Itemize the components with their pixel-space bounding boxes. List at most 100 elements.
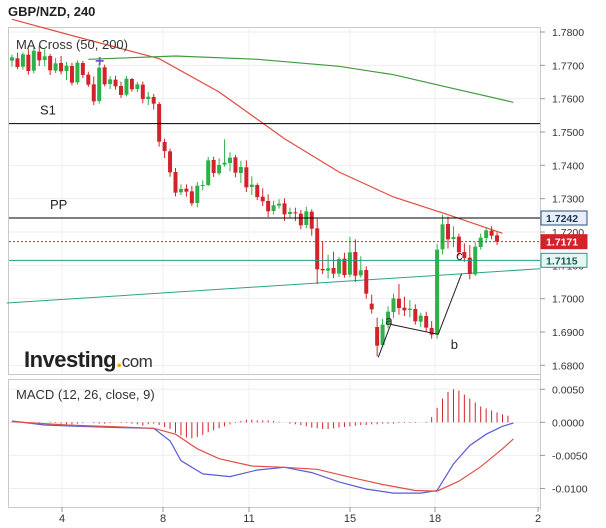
candle-body [157,104,162,142]
candle-body [233,157,238,173]
candle-body [59,63,64,72]
candle-body [347,252,352,275]
abc-pattern-line [437,273,463,335]
candle-body [467,257,472,274]
price-axis-label: 1.6900 [552,327,584,339]
candle-body [37,51,42,61]
candle-body [238,167,243,173]
candle-body [320,269,325,271]
candle-body [244,167,249,188]
candle-body [206,160,211,185]
pattern-label-a: a [385,313,393,328]
candle-body [200,185,205,186]
candle-body [108,79,113,84]
candle-body [255,185,260,197]
candle-body [26,54,31,71]
candle-body [364,270,369,294]
candle-body [146,96,151,99]
x-axis-label: 18 [429,513,441,525]
pattern-label-b: b [451,337,458,352]
price-marker-label: 1.7171 [546,237,578,249]
price-axis-label: 1.6800 [552,360,584,372]
candle-body [407,308,412,310]
macd-axis-label: -0.0050 [552,450,588,462]
candle-body [113,79,118,87]
candle-body [391,298,396,312]
candle-body [75,62,80,83]
price-axis-label: 1.7000 [552,294,584,306]
price-axis-label: 1.7700 [552,60,584,72]
macd-line [11,420,514,494]
candle-body [435,249,440,335]
candle-body [91,84,96,102]
candle-body [162,142,167,151]
price-marker-label: 1.7115 [546,255,578,267]
candle-body [484,230,489,238]
candle-body [189,191,194,204]
candle-body [298,213,303,226]
candle-body [375,327,380,346]
candle-body [446,224,450,240]
price-axis-label: 1.7600 [552,94,584,106]
candle-body [418,315,423,322]
candle-body [277,203,282,206]
candle-body [140,84,145,99]
candle-body [451,237,456,239]
brand-suffix: com [121,352,153,371]
candle-body [266,201,271,212]
candle-body [260,196,265,202]
candle-body [151,97,156,104]
candle-body [489,230,494,236]
candle-body [10,57,14,61]
candle-body [287,212,292,214]
candle-body [337,259,341,274]
candle-body [331,268,336,274]
ma-cross-marker-icon: + [95,53,104,70]
macd-axis-label: 0.0050 [552,384,584,396]
candle-body [342,258,347,275]
x-axis-label: 15 [344,513,356,525]
price-axis-label: 1.7800 [552,27,584,39]
candle-body [184,188,189,192]
price-axis-label: 1.7300 [552,194,584,206]
pattern-label-c: c [456,248,463,263]
candle-body [15,58,20,67]
candle-body [31,50,36,71]
candle-body [119,86,123,95]
candle-body [386,311,391,325]
candle-body [135,84,140,89]
macd-label: MACD (12, 26, close, 9) [16,387,155,402]
candle-body [53,63,58,71]
abc-pattern-line [377,324,392,358]
candle-body [102,67,107,85]
price-axis-label: 1.7500 [552,127,584,139]
candle-body [282,203,287,215]
candle-body [369,303,374,310]
x-axis-label: 4 [59,513,65,525]
candle-body [173,172,178,193]
price-marker-box [540,252,588,268]
ma-slow-line [88,55,514,103]
candle-body [315,228,320,270]
brand-name: Investing [24,347,117,372]
candle-body [129,79,134,90]
x-axis-label: 11 [243,513,254,525]
candle-body [462,252,467,258]
trendline [6,268,541,304]
candle-body [424,316,429,328]
ma-fast-line [11,18,503,234]
candle-body [97,67,102,101]
candle-body [195,185,200,203]
candle-body [249,184,254,187]
candle-body [80,63,85,75]
candle-body [326,268,331,271]
candle-body [228,157,232,163]
chart-title: GBP/NZD, 240 [8,4,96,19]
candle-body [64,65,69,71]
price-marker-box [540,234,588,250]
candle-body [222,162,227,165]
abc-pattern-line [390,323,439,335]
candle-body [217,165,222,174]
candle-body [396,298,401,308]
